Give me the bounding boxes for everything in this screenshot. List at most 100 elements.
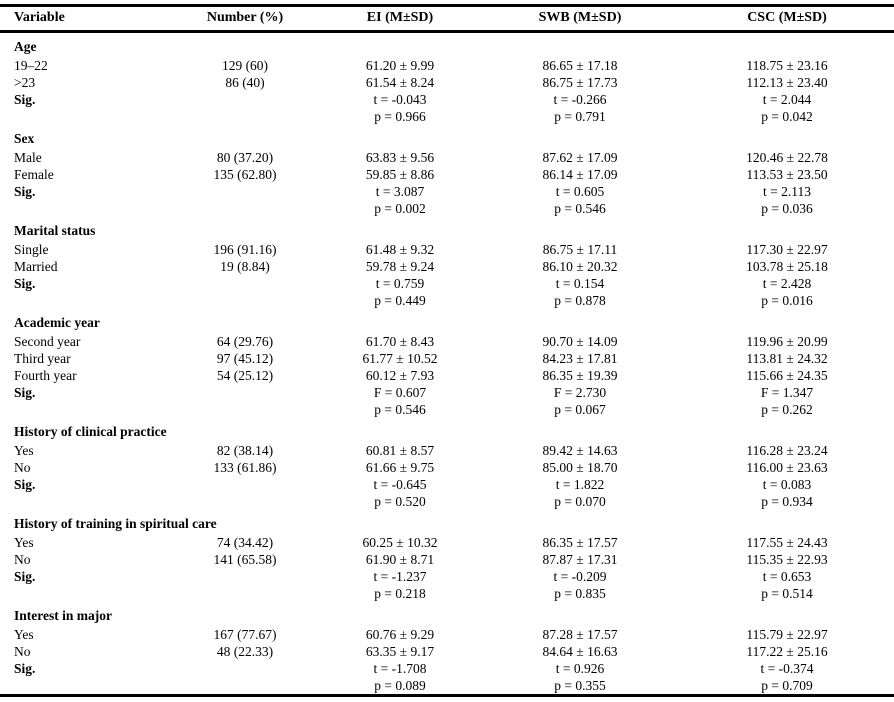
table-row: Sig. t = -1.708 t = 0.926 t = -0.374	[0, 660, 894, 677]
row-label	[0, 108, 170, 125]
cell-value: 61.48 ± 9.32	[365, 242, 435, 257]
cell-value: 60.81 ± 8.57	[365, 443, 435, 458]
cell-value: 84.23 ± 17.81	[542, 351, 618, 366]
cell-value: p = 0.355	[554, 678, 606, 693]
cell-value: p = 0.218	[374, 586, 426, 601]
section-title: Age	[14, 39, 37, 54]
cell-value	[170, 108, 320, 125]
cell-value: t = 0.926	[555, 661, 605, 676]
cell-value: t = -1.708	[373, 661, 427, 676]
row-label	[0, 677, 170, 696]
column-header-number: Number (%)	[170, 5, 320, 33]
row-label: No	[14, 460, 31, 475]
cell-value: p = 0.042	[761, 109, 813, 124]
cell-value: F = 0.607	[373, 385, 427, 400]
cell-value: 61.90 ± 8.71	[365, 552, 435, 567]
cell-value: 196 (91.16)	[213, 242, 277, 257]
cell-value: 103.78 ± 25.18	[746, 259, 828, 274]
table-row: Sig. t = -0.043 t = -0.266 t = 2.044	[0, 91, 894, 108]
cell-value: 118.75 ± 23.16	[746, 58, 828, 73]
cell-value: 60.76 ± 9.29	[365, 627, 435, 642]
cell-value: 167 (77.67)	[213, 627, 277, 642]
row-label: No	[14, 552, 31, 567]
cell-value: t = 2.113	[763, 184, 811, 199]
cell-value: 86.75 ± 17.73	[542, 75, 618, 90]
cell-value	[170, 384, 320, 401]
cell-value: p = 0.449	[374, 293, 426, 308]
cell-value: p = 0.016	[761, 293, 813, 308]
cell-value: 63.35 ± 9.17	[365, 644, 435, 659]
row-label: Female	[14, 167, 54, 182]
cell-value: t = 3.087	[375, 184, 425, 199]
cell-value	[170, 677, 320, 696]
cell-value: 135 (62.80)	[213, 167, 277, 182]
cell-value: t = -0.374	[760, 661, 814, 676]
section-title: Interest in major	[14, 608, 112, 623]
cell-value: t = 0.653	[762, 569, 812, 584]
cell-value: 97 (45.12)	[216, 351, 274, 366]
table-row: Sig. t = -1.237 t = -0.209 t = 0.653	[0, 568, 894, 585]
cell-value: p = 0.966	[374, 109, 426, 124]
cell-value: p = 0.002	[374, 201, 426, 216]
cell-value: F = 1.347	[760, 385, 814, 400]
cell-value: t = 0.083	[762, 477, 812, 492]
table-row: Yes 74 (34.42) 60.25 ± 10.32 86.35 ± 17.57 1…	[0, 534, 894, 551]
section-title: History of training in spiritual care	[14, 516, 217, 531]
cell-value: p = 0.089	[374, 678, 426, 693]
cell-value: 133 (61.86)	[213, 460, 277, 475]
row-label: Fourth year	[14, 368, 77, 383]
row-label: Yes	[14, 443, 34, 458]
cell-value: t = -0.266	[553, 92, 607, 107]
row-label	[0, 200, 170, 217]
section-header-row: History of clinical practice	[0, 418, 894, 442]
cell-value: p = 0.934	[761, 494, 813, 509]
row-label: Sig.	[14, 477, 36, 492]
row-label: Married	[14, 259, 58, 274]
cell-value: 82 (38.14)	[216, 443, 274, 458]
cell-value: 86 (40)	[225, 75, 265, 90]
cell-value: F = 2.730	[553, 385, 607, 400]
cell-value: 117.30 ± 22.97	[746, 242, 828, 257]
table-row: p = 0.966 p = 0.791 p = 0.042	[0, 108, 894, 125]
table-row: Female 135 (62.80) 59.85 ± 8.86 86.14 ± 17.…	[0, 166, 894, 183]
cell-value: 59.85 ± 8.86	[365, 167, 435, 182]
row-label: Sig.	[14, 184, 36, 199]
cell-value: 90.70 ± 14.09	[542, 334, 618, 349]
cell-value: 113.81 ± 24.32	[746, 351, 828, 366]
table-row: Married 19 (8.84) 59.78 ± 9.24 86.10 ± 20.3…	[0, 258, 894, 275]
section-header-row: Sex	[0, 125, 894, 149]
row-label: Single	[14, 242, 49, 257]
table-row: Second year 64 (29.76) 61.70 ± 8.43 90.70 ±…	[0, 333, 894, 350]
descriptive-stats-table: Variable Number (%) EI (M±SD) SWB (M±SD)…	[0, 4, 894, 697]
table-row: >23 86 (40) 61.54 ± 8.24 86.75 ± 17.73 112.1…	[0, 74, 894, 91]
row-label: >23	[14, 75, 36, 90]
cell-value: 117.22 ± 25.16	[746, 644, 828, 659]
cell-value: 61.77 ± 10.52	[362, 351, 438, 366]
cell-value: 60.25 ± 10.32	[362, 535, 438, 550]
cell-value	[170, 200, 320, 217]
cell-value: 61.66 ± 9.75	[365, 460, 435, 475]
table-row: Male 80 (37.20) 63.83 ± 9.56 87.62 ± 17.09 1…	[0, 149, 894, 166]
cell-value: t = -0.209	[553, 569, 607, 584]
table-row: p = 0.089 p = 0.355 p = 0.709	[0, 677, 894, 696]
cell-value: t = 1.822	[555, 477, 605, 492]
row-label: Sig.	[14, 92, 36, 107]
cell-value: 86.35 ± 19.39	[542, 368, 618, 383]
cell-value: 116.00 ± 23.63	[746, 460, 828, 475]
header-row: Variable Number (%) EI (M±SD) SWB (M±SD)…	[0, 5, 894, 33]
cell-value: 116.28 ± 23.24	[746, 443, 828, 458]
column-header-ei: EI (M±SD)	[320, 5, 480, 33]
cell-value: p = 0.709	[761, 678, 813, 693]
column-header-swb: SWB (M±SD)	[480, 5, 680, 33]
row-label	[0, 585, 170, 602]
cell-value	[170, 493, 320, 510]
cell-value: 120.46 ± 22.78	[746, 150, 828, 165]
table-row: No 48 (22.33) 63.35 ± 9.17 84.64 ± 16.63 117…	[0, 643, 894, 660]
cell-value	[170, 476, 320, 493]
cell-value: 113.53 ± 23.50	[746, 167, 828, 182]
cell-value: 129 (60)	[221, 58, 269, 73]
cell-value: 86.75 ± 17.11	[542, 242, 618, 257]
row-label: Sig.	[14, 661, 36, 676]
table-row: p = 0.520 p = 0.070 p = 0.934	[0, 493, 894, 510]
